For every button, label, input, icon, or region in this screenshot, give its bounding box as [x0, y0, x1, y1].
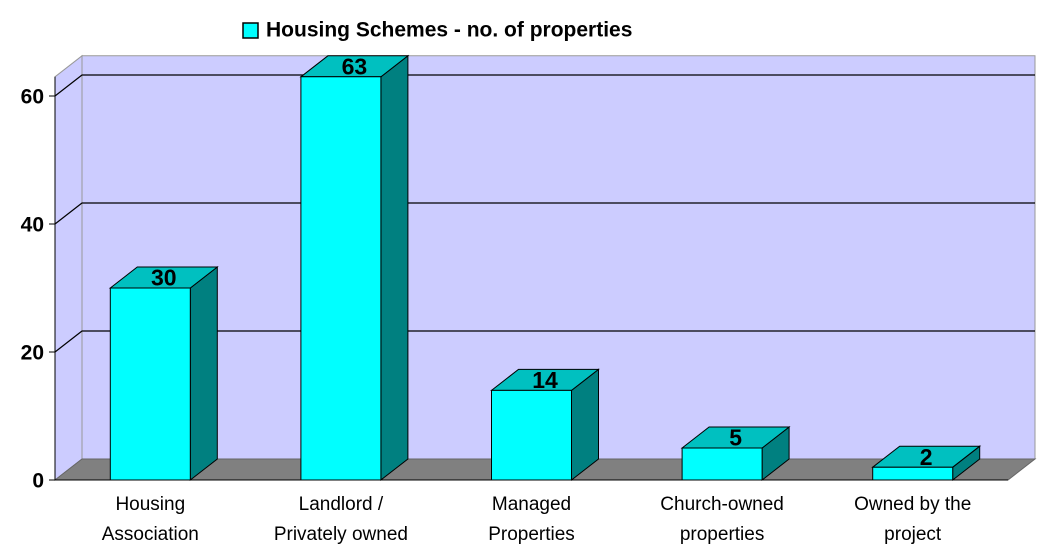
- legend-label: Housing Schemes - no. of properties: [266, 19, 632, 42]
- value-label: 5: [729, 425, 742, 451]
- x-tick-label: Housing Association: [102, 494, 199, 545]
- y-tick-label: 0: [32, 470, 44, 493]
- bar-side: [189, 265, 218, 482]
- bar-side: [380, 54, 409, 482]
- value-label: 30: [151, 265, 177, 291]
- x-tick-label: Managed Properties: [488, 494, 575, 545]
- bar-front: [872, 466, 954, 481]
- legend-swatch: [242, 22, 259, 39]
- value-label: 2: [920, 444, 933, 470]
- grid-line: [54, 202, 1035, 225]
- bar-front: [300, 76, 382, 481]
- x-tick-label: Landlord / Privately owned: [274, 494, 408, 545]
- y-tick-label: 20: [21, 342, 44, 365]
- grid-line: [54, 74, 1035, 97]
- y-tick-label: 40: [21, 214, 44, 237]
- bar-front: [681, 447, 763, 481]
- bar-front: [109, 287, 191, 481]
- bar: [299, 54, 410, 482]
- value-label: 63: [342, 53, 368, 79]
- grid-line: [54, 330, 1035, 353]
- bar: [871, 445, 982, 482]
- x-tick-label: Owned by the project: [854, 494, 971, 545]
- bar: [108, 265, 219, 482]
- bar: [490, 368, 600, 482]
- bar-front: [491, 389, 572, 481]
- side-wall: [54, 54, 83, 482]
- bar: [680, 425, 791, 482]
- x-tick-label: Church-owned properties: [660, 494, 784, 545]
- value-label: 14: [532, 367, 558, 393]
- y-tick-label: 60: [21, 86, 44, 109]
